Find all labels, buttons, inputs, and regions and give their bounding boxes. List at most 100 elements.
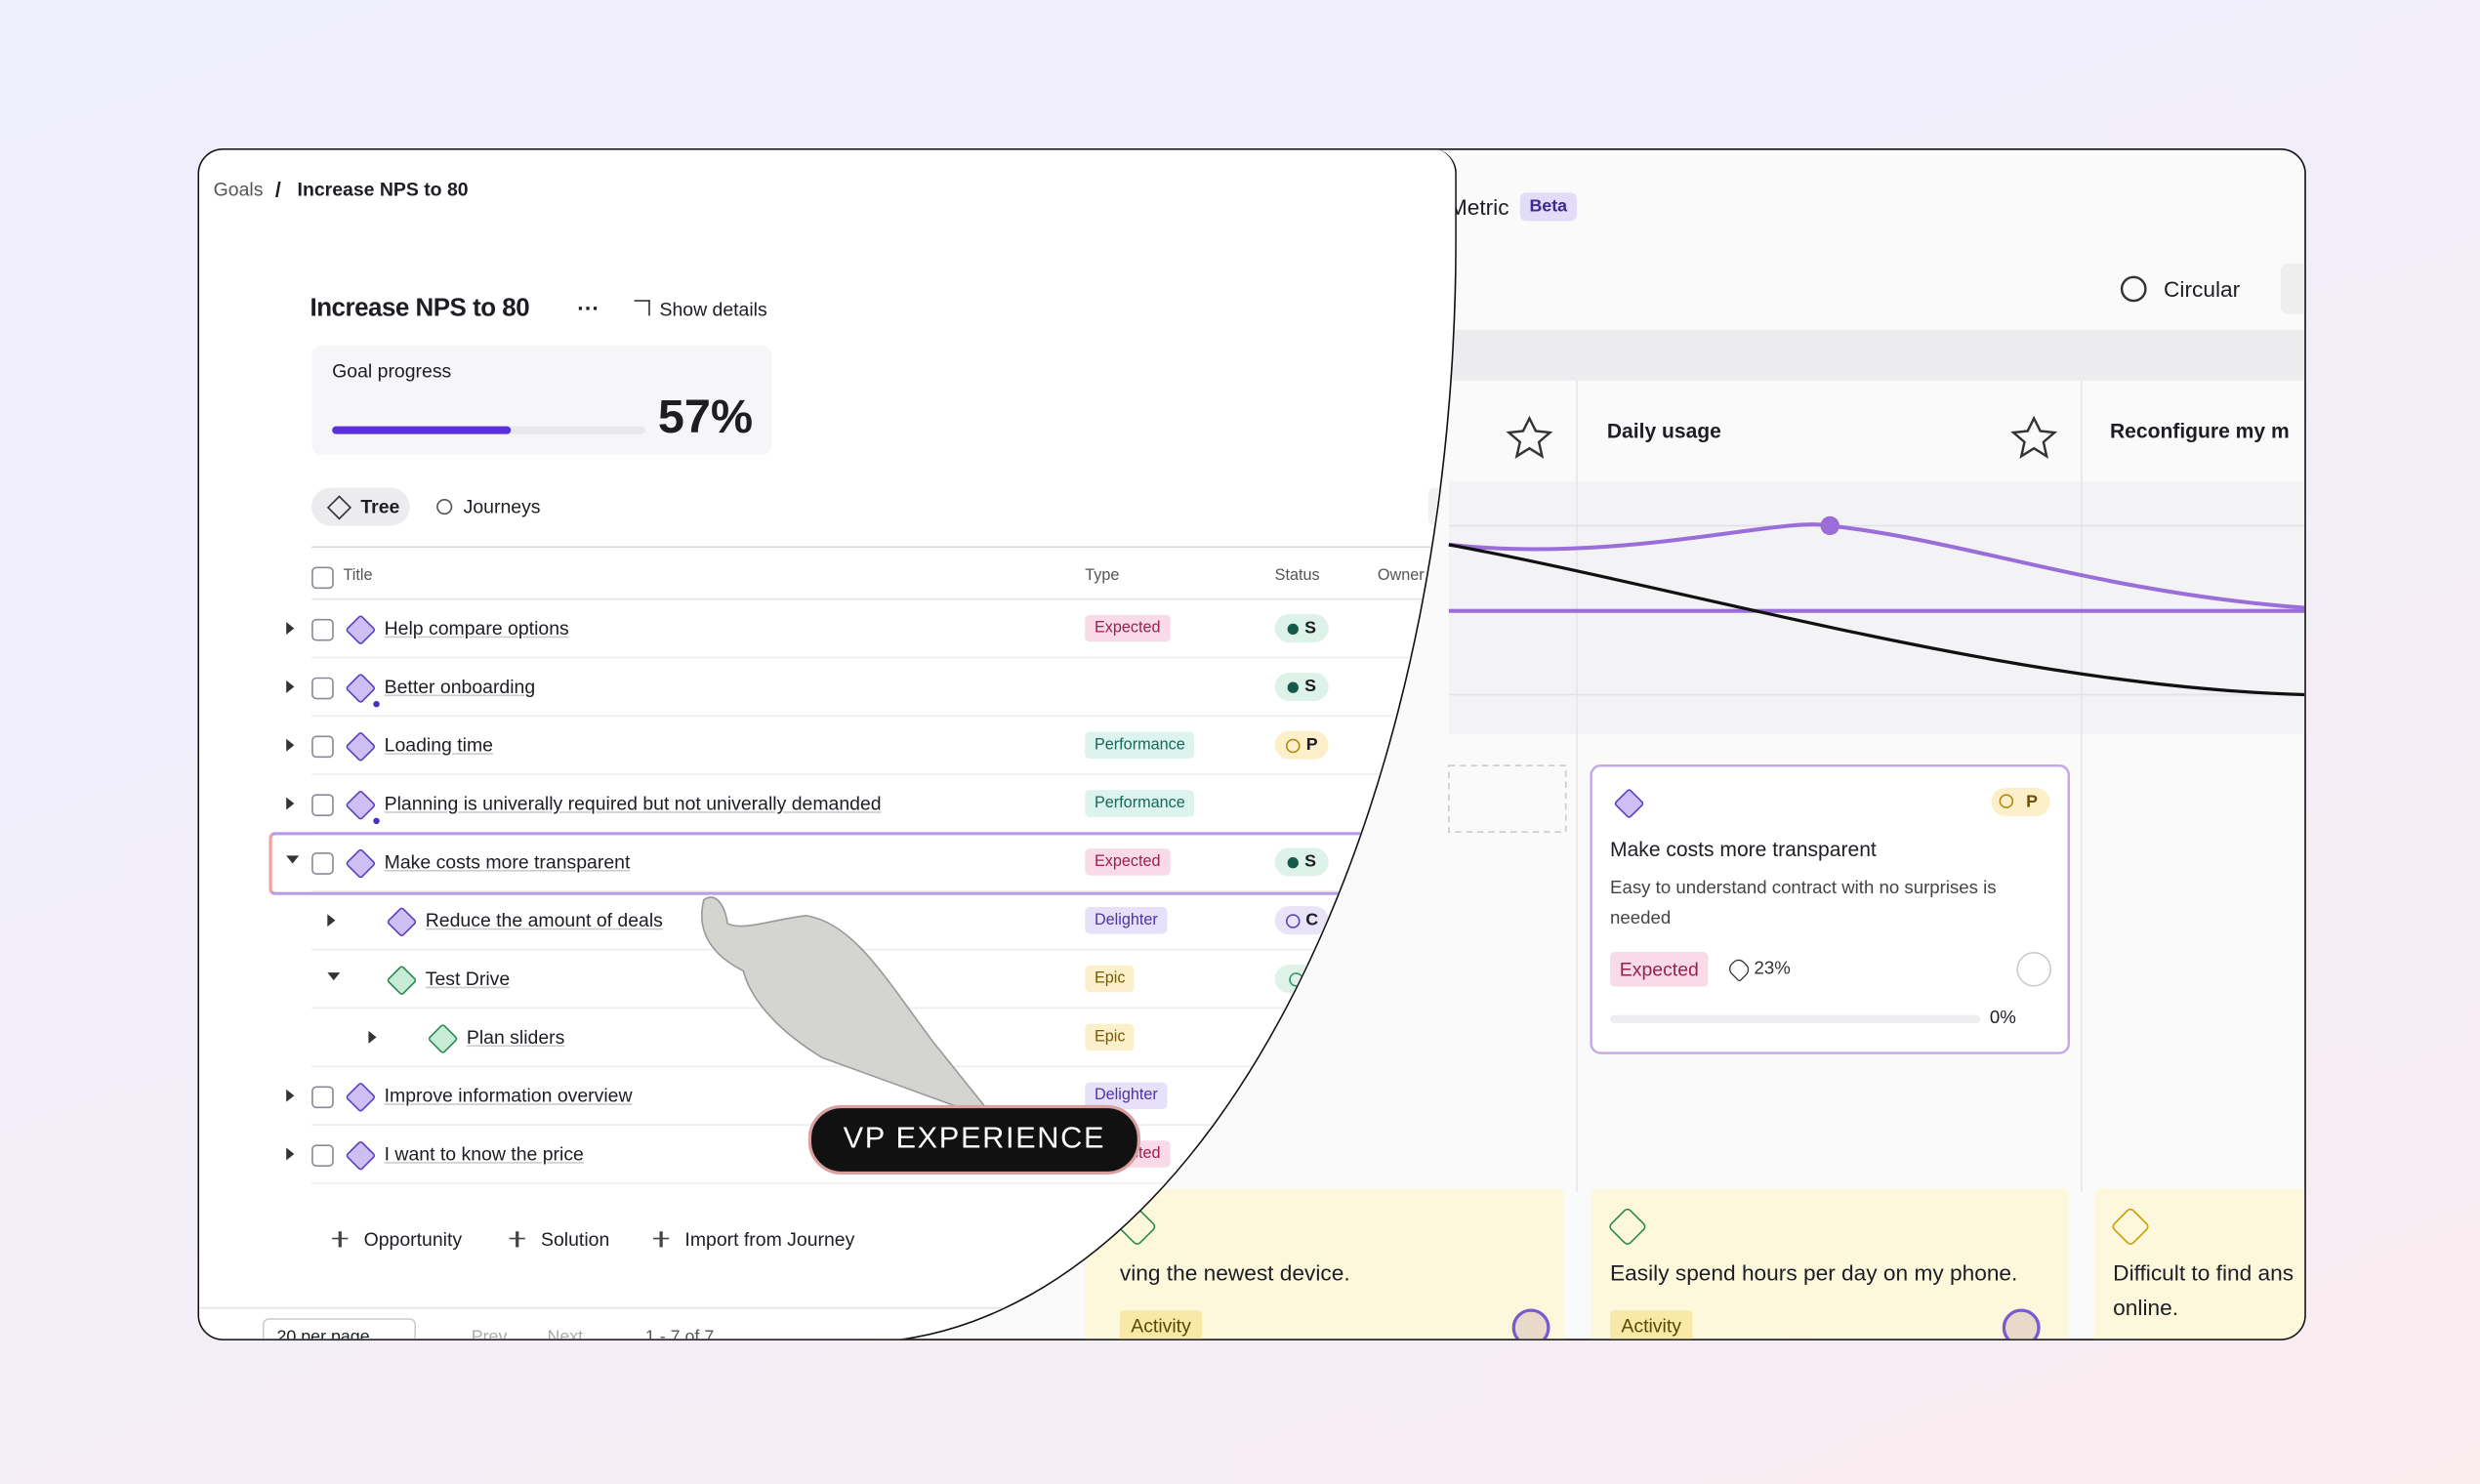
- card-progress-track: [1610, 1014, 1981, 1023]
- status-badge: I: [1274, 964, 1329, 994]
- row-divider: [311, 1182, 1456, 1184]
- activity-text: Difficult to find ans: [2113, 1259, 2294, 1286]
- status-icon: [1289, 971, 1303, 986]
- status-badge: C: [1274, 1139, 1329, 1169]
- status-icon: [1999, 794, 2014, 808]
- status-letter: S: [1304, 618, 1317, 639]
- item-title: Loading time: [384, 733, 493, 757]
- divider: [311, 598, 1456, 600]
- expand-caret[interactable]: [286, 797, 295, 810]
- plus-icon: [516, 1230, 518, 1247]
- status-letter: S: [1304, 1086, 1317, 1105]
- add-button[interactable]: Solution: [541, 1228, 610, 1251]
- item-title: Plan sliders: [466, 1026, 565, 1049]
- status-icon: [1287, 680, 1299, 693]
- activity-tag: Activity: [1610, 1310, 1693, 1340]
- breadcrumb-link[interactable]: Goals: [213, 178, 264, 201]
- highlight-outline: [269, 832, 1424, 895]
- checkbox[interactable]: [311, 677, 334, 700]
- checkbox[interactable]: [311, 618, 334, 641]
- breadcrumb-current: Increase NPS to 80: [297, 178, 469, 201]
- status-letter: C: [1305, 1144, 1319, 1164]
- item-title: Better onboarding: [384, 676, 536, 698]
- column-header: Status: [1274, 567, 1320, 586]
- tab[interactable]: Journeys: [463, 495, 541, 518]
- expand-caret[interactable]: [327, 914, 336, 928]
- board-title: Metric: [1448, 193, 1509, 220]
- goal-title: Increase NPS to 80: [310, 295, 530, 322]
- status-badge: S: [1274, 847, 1329, 877]
- expand-caret[interactable]: [368, 1030, 377, 1044]
- show-details-button[interactable]: Show details: [659, 298, 767, 321]
- item-icon: [345, 730, 377, 763]
- status-letter: P: [1305, 735, 1318, 755]
- item-icon: [386, 965, 418, 997]
- checkbox[interactable]: [311, 735, 334, 759]
- add-button[interactable]: Opportunity: [363, 1228, 463, 1251]
- expand-caret[interactable]: [286, 622, 295, 636]
- tab-active-bg[interactable]: [311, 487, 410, 526]
- expand-caret[interactable]: [286, 738, 295, 752]
- status-icon: [1287, 856, 1299, 868]
- progress-card: [311, 346, 772, 455]
- status-badge: S: [1274, 672, 1329, 701]
- item-icon: [345, 789, 377, 821]
- divider: [199, 1306, 1456, 1309]
- row-divider: [311, 715, 1456, 718]
- status-icon: [1285, 737, 1301, 753]
- prev-button[interactable]: Prev: [471, 1327, 508, 1340]
- item-icon: [345, 614, 377, 646]
- item-title: Make costs more transparent: [384, 850, 631, 874]
- checkbox[interactable]: [311, 852, 334, 875]
- overlay-label: VP EXPERIENCE: [807, 1104, 1140, 1175]
- avatar: [2002, 1308, 2041, 1340]
- add-button[interactable]: Import from Journey: [684, 1228, 855, 1251]
- status-icon: [1287, 1090, 1299, 1101]
- column-title: Reconfigure my m: [2109, 419, 2290, 443]
- avatar: [1511, 1308, 1550, 1340]
- type-badge: Delighter: [1085, 906, 1168, 934]
- per-page-label: 20 per page: [276, 1327, 370, 1340]
- item-dot: [373, 817, 380, 825]
- next-button[interactable]: Next: [547, 1327, 584, 1340]
- expand-caret[interactable]: [327, 972, 341, 981]
- row-divider: [311, 948, 1456, 951]
- checkbox[interactable]: [311, 566, 334, 590]
- column-header: Title: [343, 567, 373, 586]
- expand-caret[interactable]: [286, 855, 300, 864]
- item-title: Improve information overview: [384, 1084, 633, 1107]
- column-header: Type: [1085, 567, 1120, 586]
- type-badge: Expected: [1085, 848, 1171, 876]
- type-badge: Performance: [1085, 790, 1195, 817]
- list-view-toggle[interactable]: [1427, 487, 1456, 526]
- card-title: Make costs more transparent: [1610, 837, 1877, 862]
- avatar-button[interactable]: [2016, 952, 2052, 987]
- plus-icon: [660, 1230, 663, 1247]
- checkbox[interactable]: [311, 1144, 334, 1167]
- tab-icon[interactable]: [436, 498, 453, 515]
- status-icon: [1285, 1146, 1300, 1162]
- item-icon: [345, 1081, 377, 1113]
- checkbox[interactable]: [311, 1086, 334, 1109]
- activity-text: Easily spend hours per day on my phone.: [1610, 1259, 2018, 1286]
- checkbox[interactable]: [311, 794, 334, 816]
- expand-caret[interactable]: [286, 1147, 295, 1161]
- status-badge: S: [1274, 614, 1329, 643]
- tab[interactable]: Tree: [360, 495, 400, 518]
- progress-label: Goal progress: [332, 359, 452, 383]
- expand-caret[interactable]: [286, 680, 295, 693]
- expand-caret[interactable]: [286, 1089, 295, 1102]
- status-badge: V: [1274, 1022, 1329, 1051]
- status-letter: S: [1304, 852, 1317, 872]
- status-icon: [1287, 1031, 1299, 1044]
- card-description: Easy to understand contract with no surp…: [1610, 879, 1997, 928]
- status-letter: C: [1305, 911, 1319, 930]
- page-range: 1 - 7 of 7: [644, 1327, 715, 1340]
- plus-icon: [339, 1230, 342, 1247]
- column-header: Owner: [1377, 567, 1425, 586]
- row-divider: [311, 656, 1456, 659]
- hand-illustration: [701, 896, 998, 1122]
- card-type: Expected: [1610, 952, 1709, 987]
- more-button[interactable]: ···: [577, 295, 599, 321]
- item-icon: [386, 906, 418, 938]
